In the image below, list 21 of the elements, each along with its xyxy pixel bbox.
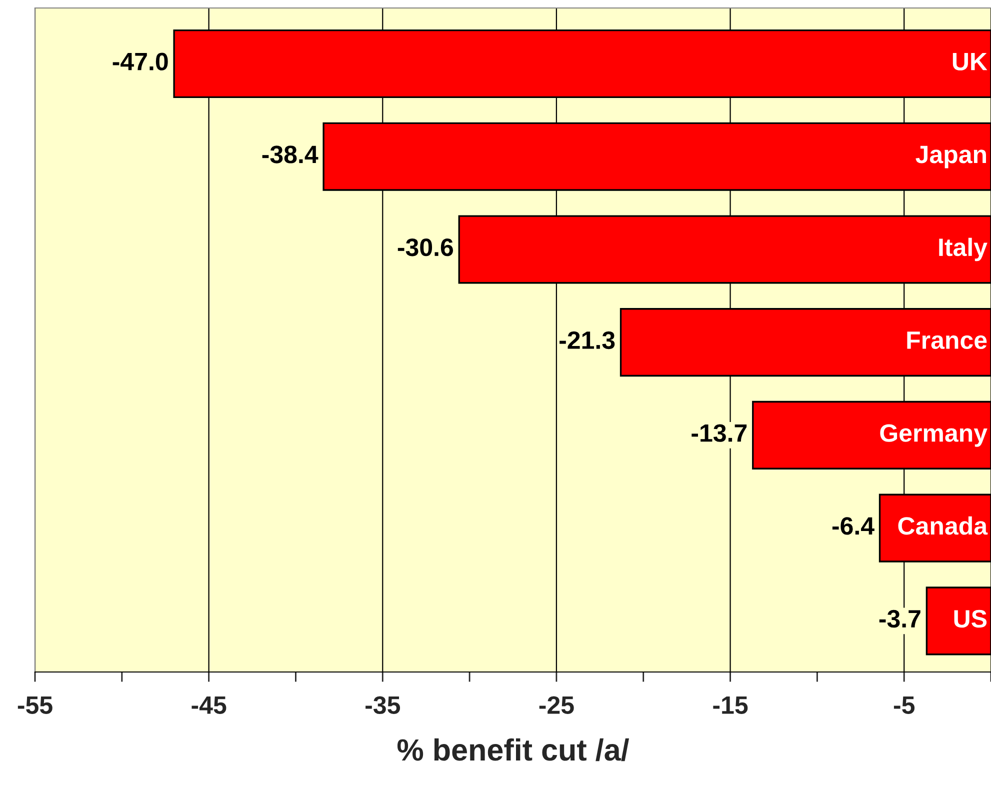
x-tick-label: -15	[713, 696, 748, 714]
y-tick-label: Italy	[939, 238, 988, 262]
y-tick-label: Germany	[880, 424, 988, 447]
data-label: -6.4	[832, 517, 874, 535]
y-tick-label: US	[954, 610, 987, 628]
y-tick-label: UK	[952, 52, 988, 70]
data-label: -13.7	[692, 424, 747, 442]
x-tick-label: -25	[539, 696, 574, 714]
x-tick-label: -5	[894, 696, 915, 714]
data-label: -21.3	[560, 331, 615, 350]
data-label: -3.7	[879, 610, 920, 628]
y-tick-label: Canada	[898, 516, 988, 535]
x-axis-title: % benefit cut /a/	[397, 738, 630, 762]
x-tick-label: -45	[192, 696, 226, 714]
y-tick-label: Japan	[916, 146, 986, 168]
data-label: -47.0	[112, 52, 168, 70]
data-label: -30.6	[398, 238, 454, 256]
y-tick-label: France	[907, 332, 987, 350]
data-label: -38.4	[262, 146, 318, 164]
x-tick-label: -35	[366, 696, 400, 714]
x-tick-label: -55	[18, 696, 52, 714]
